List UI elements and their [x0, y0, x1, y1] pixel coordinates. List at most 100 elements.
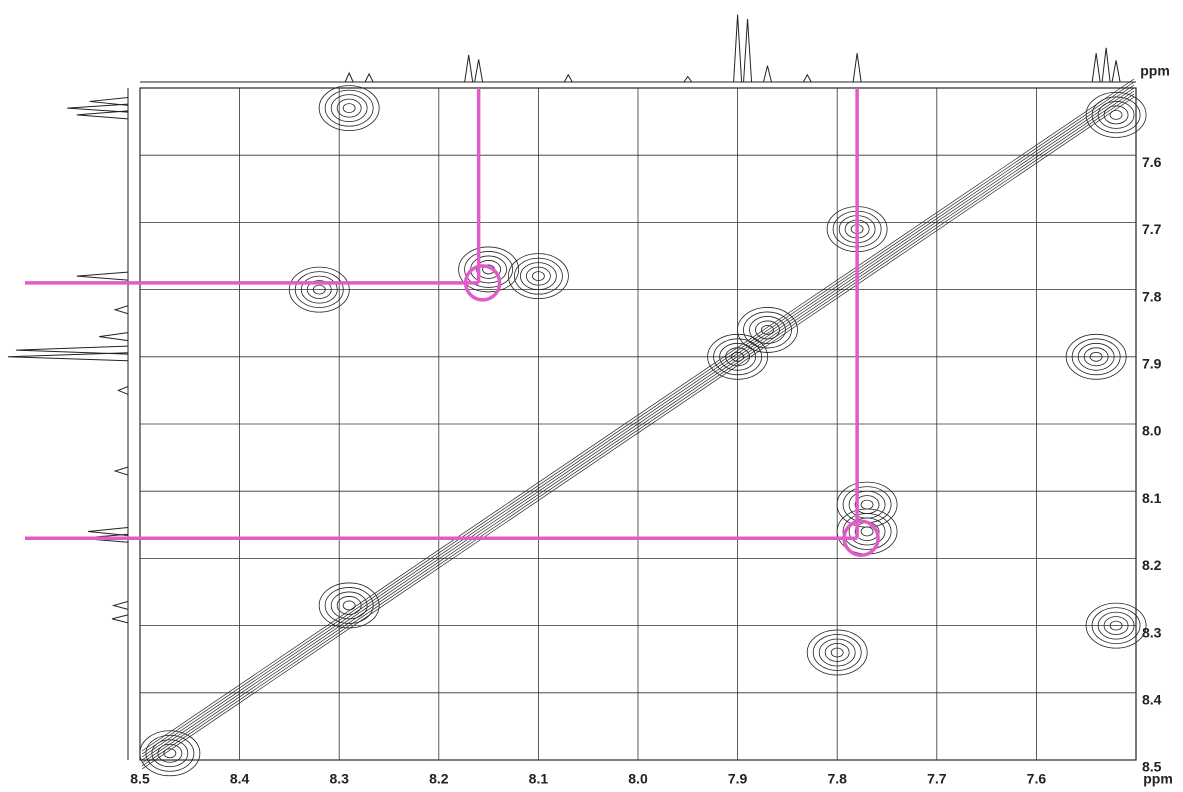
contour-ring — [330, 94, 368, 123]
contour-ring — [520, 262, 557, 291]
y-tick-label: 8.3 — [1142, 624, 1162, 640]
contour-ring — [1085, 602, 1147, 649]
x-tick-label: 7.9 — [728, 771, 748, 787]
contour-ring — [842, 513, 892, 550]
left-projection-peak — [89, 96, 129, 106]
top-projection-peak — [364, 72, 374, 83]
contour-ring — [163, 748, 177, 759]
guide-circle — [463, 264, 502, 302]
x-axis-label: ppm — [1143, 771, 1173, 787]
y-tick-label: 8.4 — [1142, 692, 1162, 708]
top-projection-peak — [733, 14, 743, 83]
contour-ring — [324, 89, 374, 127]
top-projection-peak — [683, 75, 693, 83]
top-projection-peak — [563, 73, 573, 83]
x-tick-label: 8.1 — [529, 771, 549, 787]
y-tick-label: 7.6 — [1142, 154, 1162, 170]
contour-ring — [848, 490, 886, 519]
contour-ring — [749, 316, 786, 344]
left-projection-peak — [113, 466, 129, 476]
contour-ring — [1077, 342, 1115, 371]
contour-ring — [145, 734, 195, 772]
contour-ring — [860, 526, 874, 537]
contour-ring — [830, 647, 844, 658]
contour-ring — [526, 266, 551, 286]
contour-ring — [1091, 96, 1141, 134]
y-tick-label: 8.5 — [1142, 759, 1162, 775]
top-projection-peak — [802, 73, 812, 83]
y-axis-label: ppm — [1140, 63, 1170, 79]
contour-ring — [1109, 109, 1123, 120]
contour-ring — [514, 257, 563, 295]
top-projection-peak — [464, 54, 474, 83]
contour-ring — [1097, 611, 1135, 640]
contour-ring — [508, 253, 569, 300]
left-projection-peak — [111, 614, 129, 624]
contour-ring — [713, 338, 762, 376]
cross-peak — [1085, 91, 1147, 138]
cross-peak — [458, 246, 520, 293]
contour-ring — [737, 307, 798, 353]
contour-ring — [848, 517, 886, 546]
top-projection-peak — [1101, 47, 1111, 83]
cross-peak — [836, 481, 898, 528]
top-projection-peak — [344, 71, 354, 83]
contour-ring — [312, 284, 326, 295]
cross-peak — [318, 582, 380, 629]
contour-ring — [818, 638, 856, 667]
y-tick-label: 8.0 — [1142, 423, 1162, 439]
contour-ring — [1071, 338, 1121, 376]
contour-ring — [806, 629, 868, 676]
x-tick-label: 8.2 — [429, 771, 449, 787]
top-projection-peak — [1111, 60, 1121, 83]
contour-ring — [464, 251, 514, 288]
top-projection-peak — [474, 59, 484, 83]
contour-ring — [470, 255, 508, 284]
x-tick-label: 7.8 — [827, 771, 847, 787]
contour-ring — [1103, 105, 1129, 125]
contour-ring — [824, 643, 850, 662]
x-tick-label: 7.6 — [1027, 771, 1047, 787]
y-tick-label: 7.9 — [1142, 356, 1162, 372]
contour-ring — [458, 246, 520, 293]
diagonal-contour — [141, 90, 1135, 764]
left-projection-peak — [111, 600, 129, 610]
contour-ring — [324, 587, 374, 624]
guide-circle — [842, 519, 880, 557]
contour-ring — [755, 320, 780, 340]
contour-ring — [761, 325, 774, 335]
contour-ring — [1091, 607, 1141, 644]
contour-ring — [157, 743, 183, 763]
cross-peak — [836, 508, 898, 555]
x-tick-label: 8.4 — [230, 771, 250, 787]
cross-peak — [1065, 333, 1127, 380]
left-projection-peak — [113, 305, 129, 315]
cross-peak — [139, 730, 201, 777]
contour-ring — [719, 342, 756, 371]
diagonal-contour — [141, 81, 1135, 755]
left-projection-peak — [76, 271, 129, 281]
cross-peak — [737, 307, 798, 353]
left-projection-peak — [99, 332, 129, 342]
contour-ring — [1103, 616, 1129, 635]
cross-peak — [288, 266, 350, 313]
top-projection-peak — [1091, 53, 1101, 83]
contour-ring — [294, 271, 344, 309]
contour-ring — [342, 103, 356, 114]
diagonal-contour — [141, 84, 1135, 758]
contour-ring — [532, 271, 545, 282]
contour-ring — [1065, 333, 1127, 380]
y-tick-label: 7.8 — [1142, 288, 1162, 304]
cross-peak — [1085, 602, 1147, 649]
y-tick-label: 7.7 — [1142, 221, 1162, 237]
y-tick-label: 8.2 — [1142, 557, 1162, 573]
contour-ring — [288, 266, 350, 313]
left-projection-peak — [67, 103, 129, 113]
x-tick-label: 7.7 — [927, 771, 947, 787]
y-tick-label: 8.1 — [1142, 490, 1162, 506]
contour-ring — [151, 739, 189, 768]
contour-ring — [306, 280, 332, 300]
contour-ring — [836, 481, 898, 528]
left-projection-peak — [7, 352, 129, 362]
